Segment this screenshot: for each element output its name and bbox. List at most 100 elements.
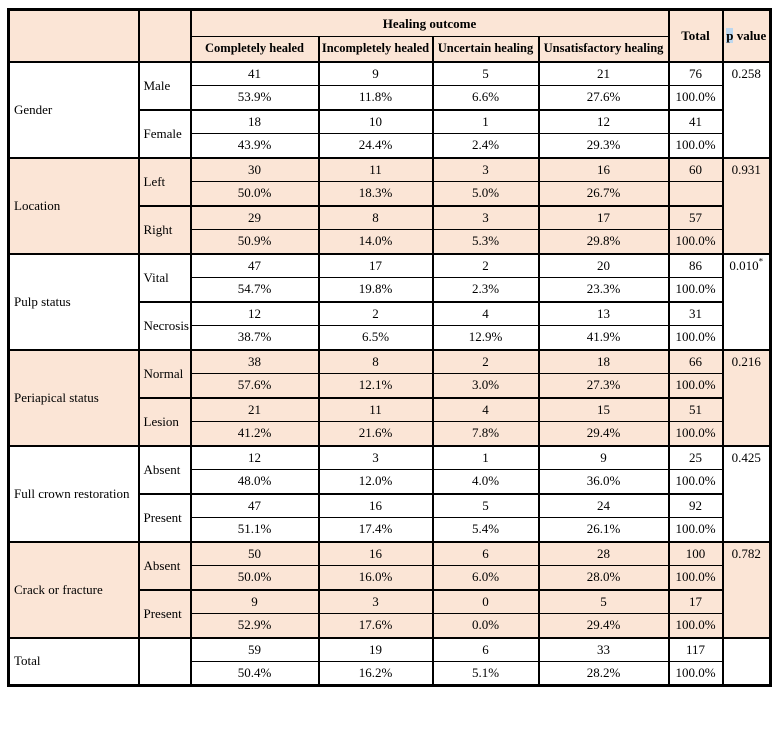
subcategory-label: Present [137,492,192,543]
count-cell: 9 [537,444,670,470]
count-cell: 76 [667,60,724,86]
count-cell: 100 [667,540,724,566]
category-label: Crack or fracture [7,540,140,639]
section-full-crown-restoration: Full crown restoration Absent 12 3 1 9 2… [7,444,772,543]
category-label: Periapical status [7,348,140,447]
count-cell: 0 [431,588,540,614]
percent-cell: 38.7% [189,325,320,351]
header-blank-subcategory [137,8,192,63]
percent-cell: 57.6% [189,373,320,399]
percent-cell: 17.6% [317,613,434,639]
count-cell: 17 [667,588,724,614]
count-cell: 4 [431,396,540,422]
table-row: 50.0% 18.3% 5.0% 26.7% [9,181,771,207]
p-value-cell: 0.010* [721,252,772,351]
count-cell: 31 [667,300,724,326]
percent-cell: 12.9% [431,325,540,351]
percent-cell: 5.1% [431,661,540,687]
category-label: Location [7,156,140,255]
section-total: Total 59 19 6 33 117 50.4% 16.2% 5.1% 28… [7,636,772,687]
percent-cell: 100.0% [667,661,724,687]
count-cell: 16 [537,156,670,182]
table-row: Lesion 21 11 4 15 51 [9,396,771,447]
table-row: 57.6% 12.1% 3.0% 27.3% 100.0% [9,373,771,399]
percent-cell: 16.2% [317,661,434,687]
count-cell: 18 [189,108,320,134]
count-cell: 59 [189,636,320,662]
count-cell: 51 [667,396,724,422]
subcategory-label: Present [137,588,192,639]
percent-cell: 29.3% [537,133,670,159]
p-value-header-rest: value [733,27,767,43]
percent-cell: 11.8% [317,85,434,111]
header-row-group: Healing outcome Total p value [7,8,772,63]
percent-cell: 50.0% [189,565,320,591]
subcategory-label: Female [137,108,192,159]
subcategory-label: Absent [137,540,192,591]
count-cell: 3 [317,444,434,470]
count-cell: 9 [317,60,434,86]
outcome-column-header: Completely healed [189,36,320,63]
category-label: Full crown restoration [7,444,140,543]
count-cell: 38 [189,348,320,374]
count-cell: 16 [317,540,434,566]
count-cell: 92 [667,492,724,518]
table-row: 53.9% 11.8% 6.6% 27.6% 100.0% [9,85,771,111]
table-row: Full crown restoration Absent 12 3 1 9 2… [7,444,772,543]
header-row-outcomes: Completely healed Incompletely healed Un… [9,36,771,63]
percent-cell: 50.0% [189,181,320,207]
subcategory-label: Right [137,204,192,255]
subcategory-label: Absent [137,444,192,495]
outcome-column-header: Uncertain healing [431,36,540,63]
count-cell: 2 [431,252,540,278]
percent-cell: 100.0% [667,277,724,303]
percent-cell: 26.7% [537,181,670,207]
table-row: Gender Male 41 9 5 21 76 0.258 [7,60,772,159]
count-cell: 57 [667,204,724,230]
percent-cell: 14.0% [317,229,434,255]
percent-cell-blank [667,181,724,207]
percent-cell: 5.3% [431,229,540,255]
section-location: Location Left 30 11 3 16 60 0.931 50.0% … [7,156,772,255]
count-cell: 24 [537,492,670,518]
section-pulp-status: Pulp status Vital 47 17 2 20 86 0.010* 5… [7,252,772,351]
percent-cell: 100.0% [667,85,724,111]
percent-cell: 2.4% [431,133,540,159]
percent-cell: 0.0% [431,613,540,639]
table-row: 50.0% 16.0% 6.0% 28.0% 100.0% [9,565,771,591]
percent-cell: 100.0% [667,133,724,159]
p-value-cell: 0.258 [721,60,772,159]
percent-cell: 27.3% [537,373,670,399]
percent-cell: 23.3% [537,277,670,303]
count-cell: 29 [189,204,320,230]
percent-cell: 100.0% [667,565,724,591]
percent-cell: 4.0% [431,469,540,495]
count-cell: 47 [189,492,320,518]
count-cell: 12 [537,108,670,134]
p-highlight: p [726,27,734,43]
table-row: 41.2% 21.6% 7.8% 29.4% 100.0% [9,421,771,447]
table-row: Periapical status Normal 38 8 2 18 66 0.… [7,348,772,447]
table-row: 52.9% 17.6% 0.0% 29.4% 100.0% [9,613,771,639]
percent-cell: 12.1% [317,373,434,399]
percent-cell: 54.7% [189,277,320,303]
percent-cell: 100.0% [667,373,724,399]
subcategory-label: Normal [137,348,192,399]
count-cell: 6 [431,540,540,566]
percent-cell: 18.3% [317,181,434,207]
table-row: Location Left 30 11 3 16 60 0.931 [7,156,772,255]
count-cell: 117 [667,636,724,662]
count-cell: 25 [667,444,724,470]
table-row: 50.9% 14.0% 5.3% 29.8% 100.0% [9,229,771,255]
count-cell: 3 [317,588,434,614]
percent-cell: 26.1% [537,517,670,543]
table-row: 51.1% 17.4% 5.4% 26.1% 100.0% [9,517,771,543]
percent-cell: 3.0% [431,373,540,399]
table-row: 38.7% 6.5% 12.9% 41.9% 100.0% [9,325,771,351]
table-row: Present 47 16 5 24 92 [9,492,771,543]
table-row: Present 9 3 0 5 17 [9,588,771,639]
subcategory-label: Male [137,60,192,111]
subcategory-label: Lesion [137,396,192,447]
significance-asterisk: * [758,256,764,267]
count-cell: 13 [537,300,670,326]
